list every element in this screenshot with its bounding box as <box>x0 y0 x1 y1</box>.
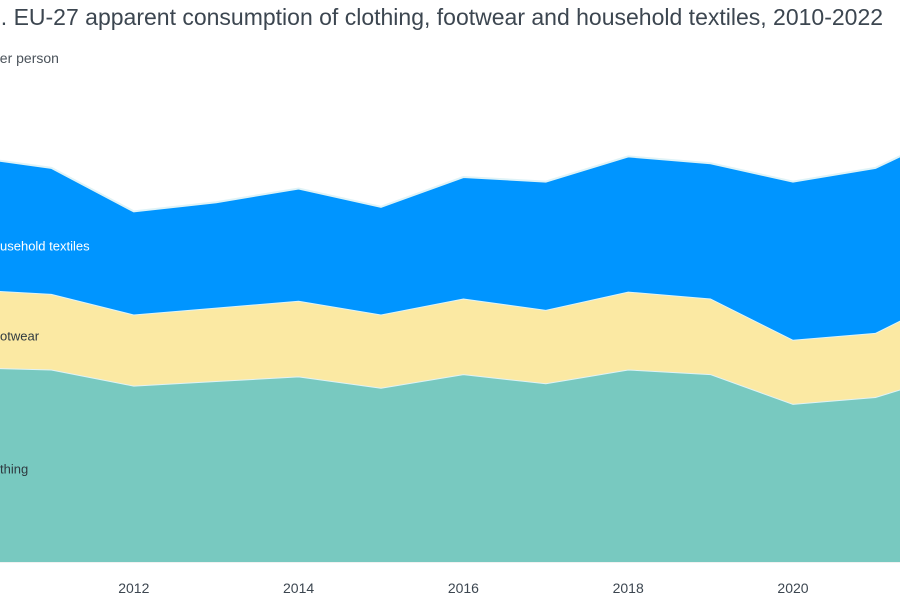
area-clothing <box>0 368 900 562</box>
series-labels: thing otwear usehold textiles <box>0 238 90 476</box>
area-footwear <box>0 291 900 404</box>
series-edge-2 <box>0 155 900 213</box>
area-series <box>0 155 900 562</box>
x-tick-label-2016: 2016 <box>448 580 479 596</box>
series-label-household-textiles: usehold textiles <box>0 238 90 253</box>
chart-subtitle: per person <box>0 50 59 66</box>
chart-title: 2. EU-27 apparent consumption of clothin… <box>0 4 884 30</box>
area-household-textiles <box>0 156 900 340</box>
x-tick-label-2012: 2012 <box>118 580 149 596</box>
series-label-clothing: thing <box>0 461 28 476</box>
series-label-footwear: otwear <box>0 328 40 343</box>
x-tick-label-2018: 2018 <box>613 580 644 596</box>
x-axis: 2012 2014 2016 2018 2020 <box>118 580 809 596</box>
x-tick-label-2020: 2020 <box>777 580 808 596</box>
x-tick-label-2014: 2014 <box>283 580 314 596</box>
